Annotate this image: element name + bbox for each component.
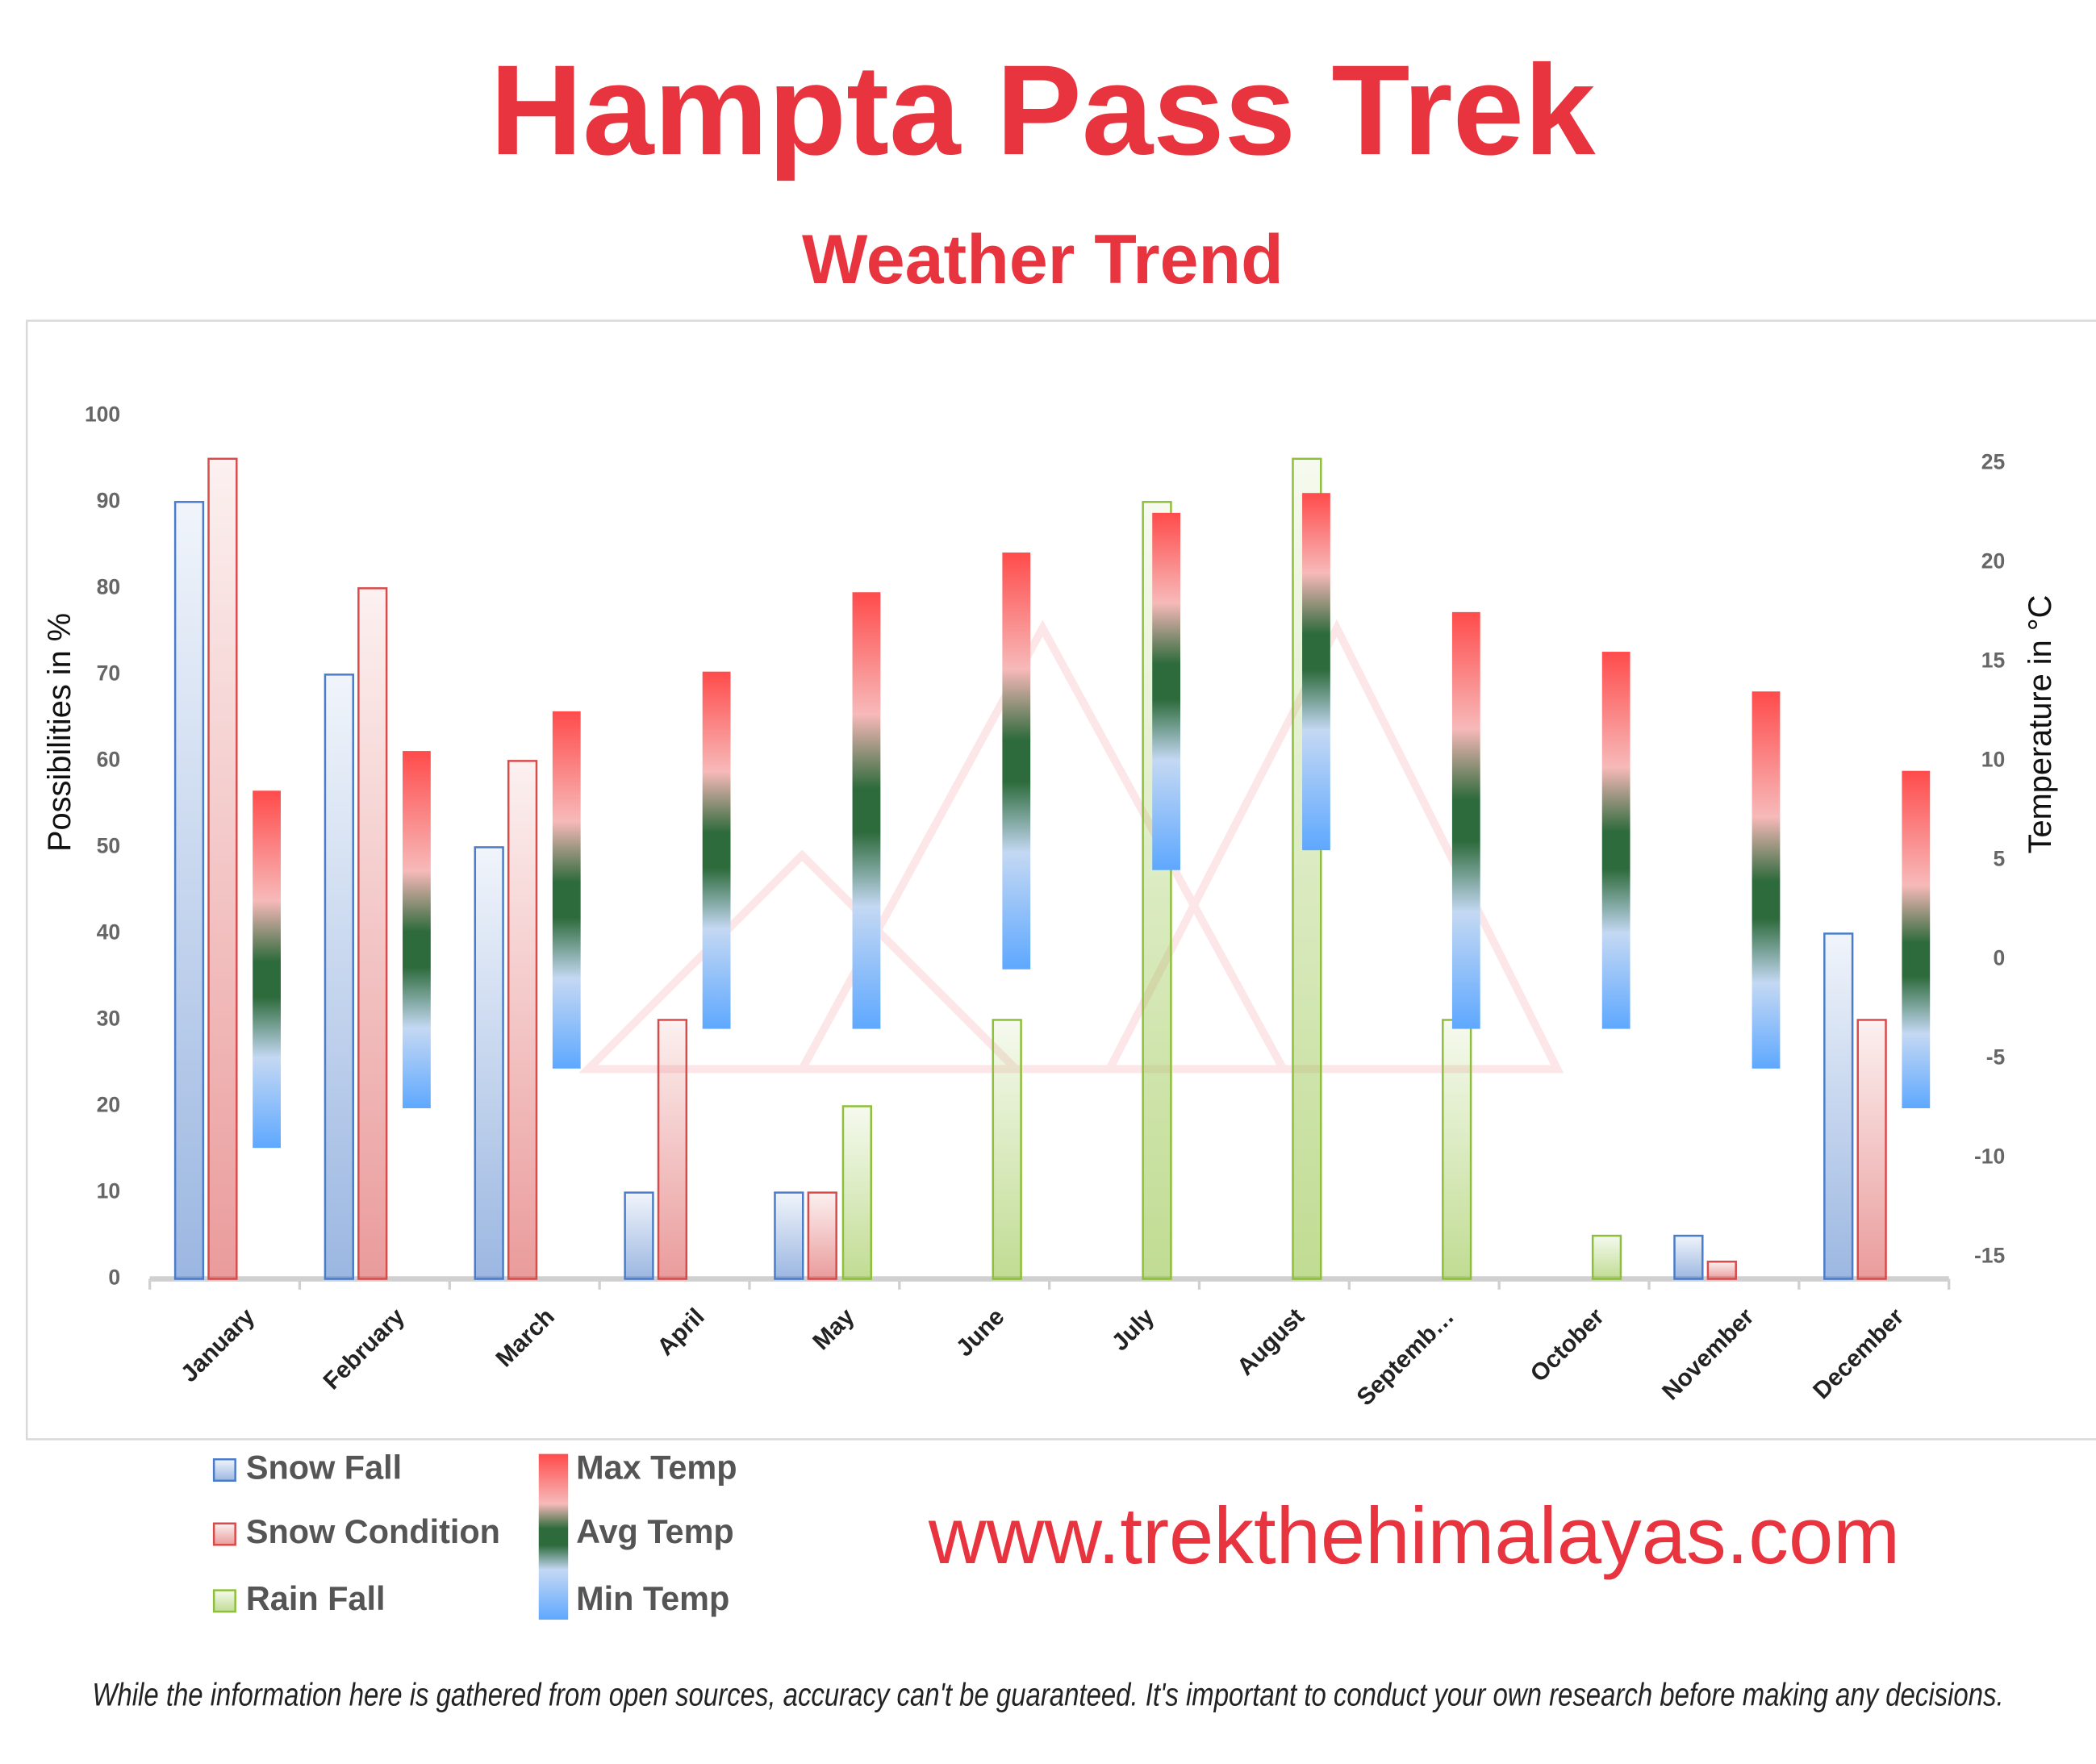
y2-tick-label: 25 bbox=[1981, 449, 2005, 473]
y-tick-label: 30 bbox=[97, 1006, 120, 1030]
bar bbox=[1591, 1234, 1622, 1280]
legend-label: Rain Fall bbox=[246, 1580, 386, 1617]
x-tick-label: December bbox=[1808, 1303, 1910, 1405]
x-tick-label: January bbox=[176, 1303, 260, 1387]
bar bbox=[774, 1191, 804, 1280]
watermark bbox=[578, 619, 1564, 1074]
temp-range-bar bbox=[403, 751, 431, 1108]
x-tick-label: May bbox=[808, 1303, 860, 1356]
bar bbox=[1442, 1019, 1472, 1280]
temp-range-bar bbox=[1601, 652, 1630, 1029]
temp-range-bar bbox=[253, 790, 281, 1149]
legend-label: Snow Fall bbox=[246, 1449, 402, 1486]
bar bbox=[1856, 1019, 1887, 1280]
y2-axis-title: Temperature in °C bbox=[2023, 595, 2058, 854]
y2-tick-label: 5 bbox=[1994, 846, 2006, 870]
y-tick-label: 20 bbox=[97, 1093, 120, 1117]
bar bbox=[807, 1191, 837, 1280]
y-tick-label: 40 bbox=[97, 920, 120, 944]
legend-label: Avg Temp bbox=[576, 1513, 734, 1550]
temp-range-bar bbox=[1152, 512, 1181, 870]
x-tick-label: March bbox=[491, 1303, 559, 1372]
temp-range-bar bbox=[1451, 611, 1480, 1029]
legend-swatch bbox=[212, 1589, 236, 1613]
x-tick-label: July bbox=[1107, 1303, 1160, 1357]
x-tick-label: November bbox=[1657, 1303, 1760, 1406]
bar bbox=[207, 457, 238, 1280]
chart-title: Hampta Pass Trek bbox=[490, 38, 1596, 181]
bar bbox=[1673, 1234, 1704, 1280]
temp-range-bar bbox=[1002, 553, 1031, 970]
temp-range-bar bbox=[1902, 770, 1931, 1108]
y2-tick-label: -10 bbox=[1974, 1144, 2005, 1168]
y2-tick-label: 20 bbox=[1981, 548, 2005, 573]
chart-frame bbox=[25, 319, 2096, 1441]
bar bbox=[507, 760, 538, 1280]
x-tick-label: August bbox=[1232, 1303, 1309, 1381]
x-tick-label: February bbox=[318, 1303, 410, 1395]
y2-tick-label: 15 bbox=[1981, 648, 2005, 672]
y-tick-label: 60 bbox=[97, 747, 120, 771]
legend-label: Snow Condition bbox=[246, 1513, 500, 1550]
x-tick-label: April bbox=[652, 1303, 709, 1361]
y-axis-title: Possibilities in % bbox=[42, 613, 77, 852]
legend-label: Max Temp bbox=[576, 1449, 737, 1486]
y2-tick-label: 0 bbox=[1994, 945, 2006, 970]
temp-range-bar bbox=[552, 711, 581, 1069]
temp-range-bar bbox=[852, 592, 881, 1029]
website: www.trekthehimalayas.com bbox=[928, 1491, 1900, 1581]
bar bbox=[657, 1019, 688, 1280]
y2-tick-label: -15 bbox=[1974, 1244, 2005, 1268]
y-tick-label: 50 bbox=[97, 833, 120, 857]
y-tick-label: 10 bbox=[97, 1179, 120, 1203]
x-tick-label: Septemb… bbox=[1351, 1303, 1459, 1411]
y2-tick-label: 10 bbox=[1981, 747, 2005, 771]
legend-swatch bbox=[212, 1458, 236, 1482]
bar bbox=[1706, 1260, 1737, 1280]
x-tick-label: June bbox=[951, 1303, 1010, 1362]
bar bbox=[992, 1019, 1022, 1280]
y2-tick-label: -5 bbox=[1986, 1045, 2006, 1069]
legend-swatch bbox=[212, 1522, 236, 1546]
bar bbox=[357, 587, 388, 1280]
bar bbox=[841, 1105, 872, 1280]
bar bbox=[173, 501, 205, 1280]
y-tick-label: 70 bbox=[97, 661, 120, 685]
y-tick-label: 100 bbox=[85, 402, 120, 426]
legend-swatch bbox=[538, 1453, 569, 1620]
bar bbox=[1823, 932, 1854, 1280]
y-tick-label: 0 bbox=[108, 1266, 120, 1290]
legend-label: Min Temp bbox=[576, 1580, 729, 1617]
disclaimer: While the information here is gathered f… bbox=[92, 1678, 2003, 1713]
x-tick-label: October bbox=[1526, 1303, 1610, 1387]
bar bbox=[324, 673, 354, 1280]
bar bbox=[624, 1191, 654, 1280]
bar bbox=[474, 846, 504, 1280]
y-tick-label: 80 bbox=[97, 574, 120, 598]
temp-range-bar bbox=[1752, 691, 1781, 1069]
chart-subtitle: Weather Trend bbox=[802, 221, 1284, 298]
temp-range-bar bbox=[702, 671, 731, 1029]
temp-range-bar bbox=[1302, 493, 1330, 851]
y-tick-label: 90 bbox=[97, 488, 120, 512]
